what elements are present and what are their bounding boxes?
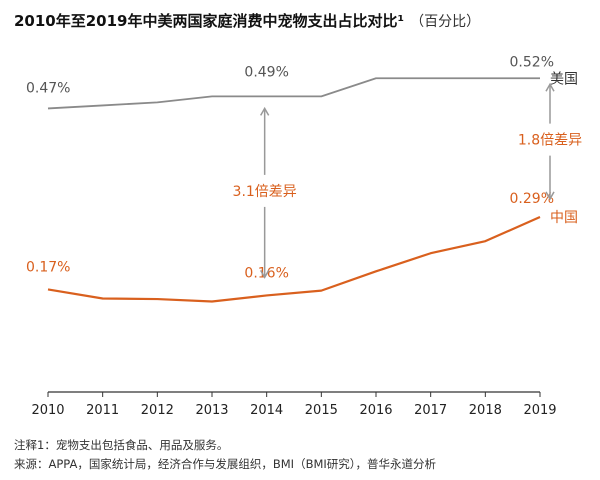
x-tick-label-2014: 2014 xyxy=(250,403,283,418)
data-label-usa-2014: 0.49% xyxy=(244,64,288,80)
chart-title-unit: （百分比） xyxy=(410,14,481,30)
annotation-arrowhead-down-1 xyxy=(545,191,555,201)
x-tick-label-2017: 2017 xyxy=(414,403,447,418)
x-tick-label-2015: 2015 xyxy=(305,403,338,418)
x-tick-label-2011: 2011 xyxy=(86,403,119,418)
annotation-arrowhead-up-1 xyxy=(545,82,555,92)
annotation-label-0: 3.1倍差异 xyxy=(233,184,297,200)
series-name-usa: 美国 xyxy=(550,71,578,87)
series-line-china xyxy=(47,216,541,303)
x-tick-label-2016: 2016 xyxy=(359,403,392,418)
annotation-label-1: 1.8倍差异 xyxy=(518,133,582,149)
annotation-arrowhead-down-0 xyxy=(260,269,270,279)
data-label-china-2019: 0.29% xyxy=(510,191,554,207)
source-note: 来源：APPA，国家统计局，经济合作与发展组织，BMI（BMI研究），普华永道分… xyxy=(14,457,437,471)
data-label-usa-2019: 0.52% xyxy=(510,54,554,70)
x-tick-label-2018: 2018 xyxy=(469,403,502,418)
series-line-usa xyxy=(47,77,540,110)
chart-title: 2010年至2019年中美两国家庭消费中宠物支出占比对比¹ （百分比） xyxy=(14,10,480,31)
series-name-china: 中国 xyxy=(550,210,578,226)
chart-title-text: 2010年至2019年中美两国家庭消费中宠物支出占比对比¹ xyxy=(14,12,405,30)
footnote: 注释1：宠物支出包括食品、用品及服务。 xyxy=(14,438,229,452)
data-label-china-2010: 0.17% xyxy=(26,259,70,275)
x-tick-label-2010: 2010 xyxy=(31,403,64,418)
data-label-usa-2010: 0.47% xyxy=(26,80,70,96)
x-tick-label-2013: 2013 xyxy=(195,403,228,418)
x-tick-label-2019: 2019 xyxy=(523,403,556,418)
annotation-arrowhead-up-0 xyxy=(260,106,270,116)
x-tick-label-2012: 2012 xyxy=(141,403,174,418)
